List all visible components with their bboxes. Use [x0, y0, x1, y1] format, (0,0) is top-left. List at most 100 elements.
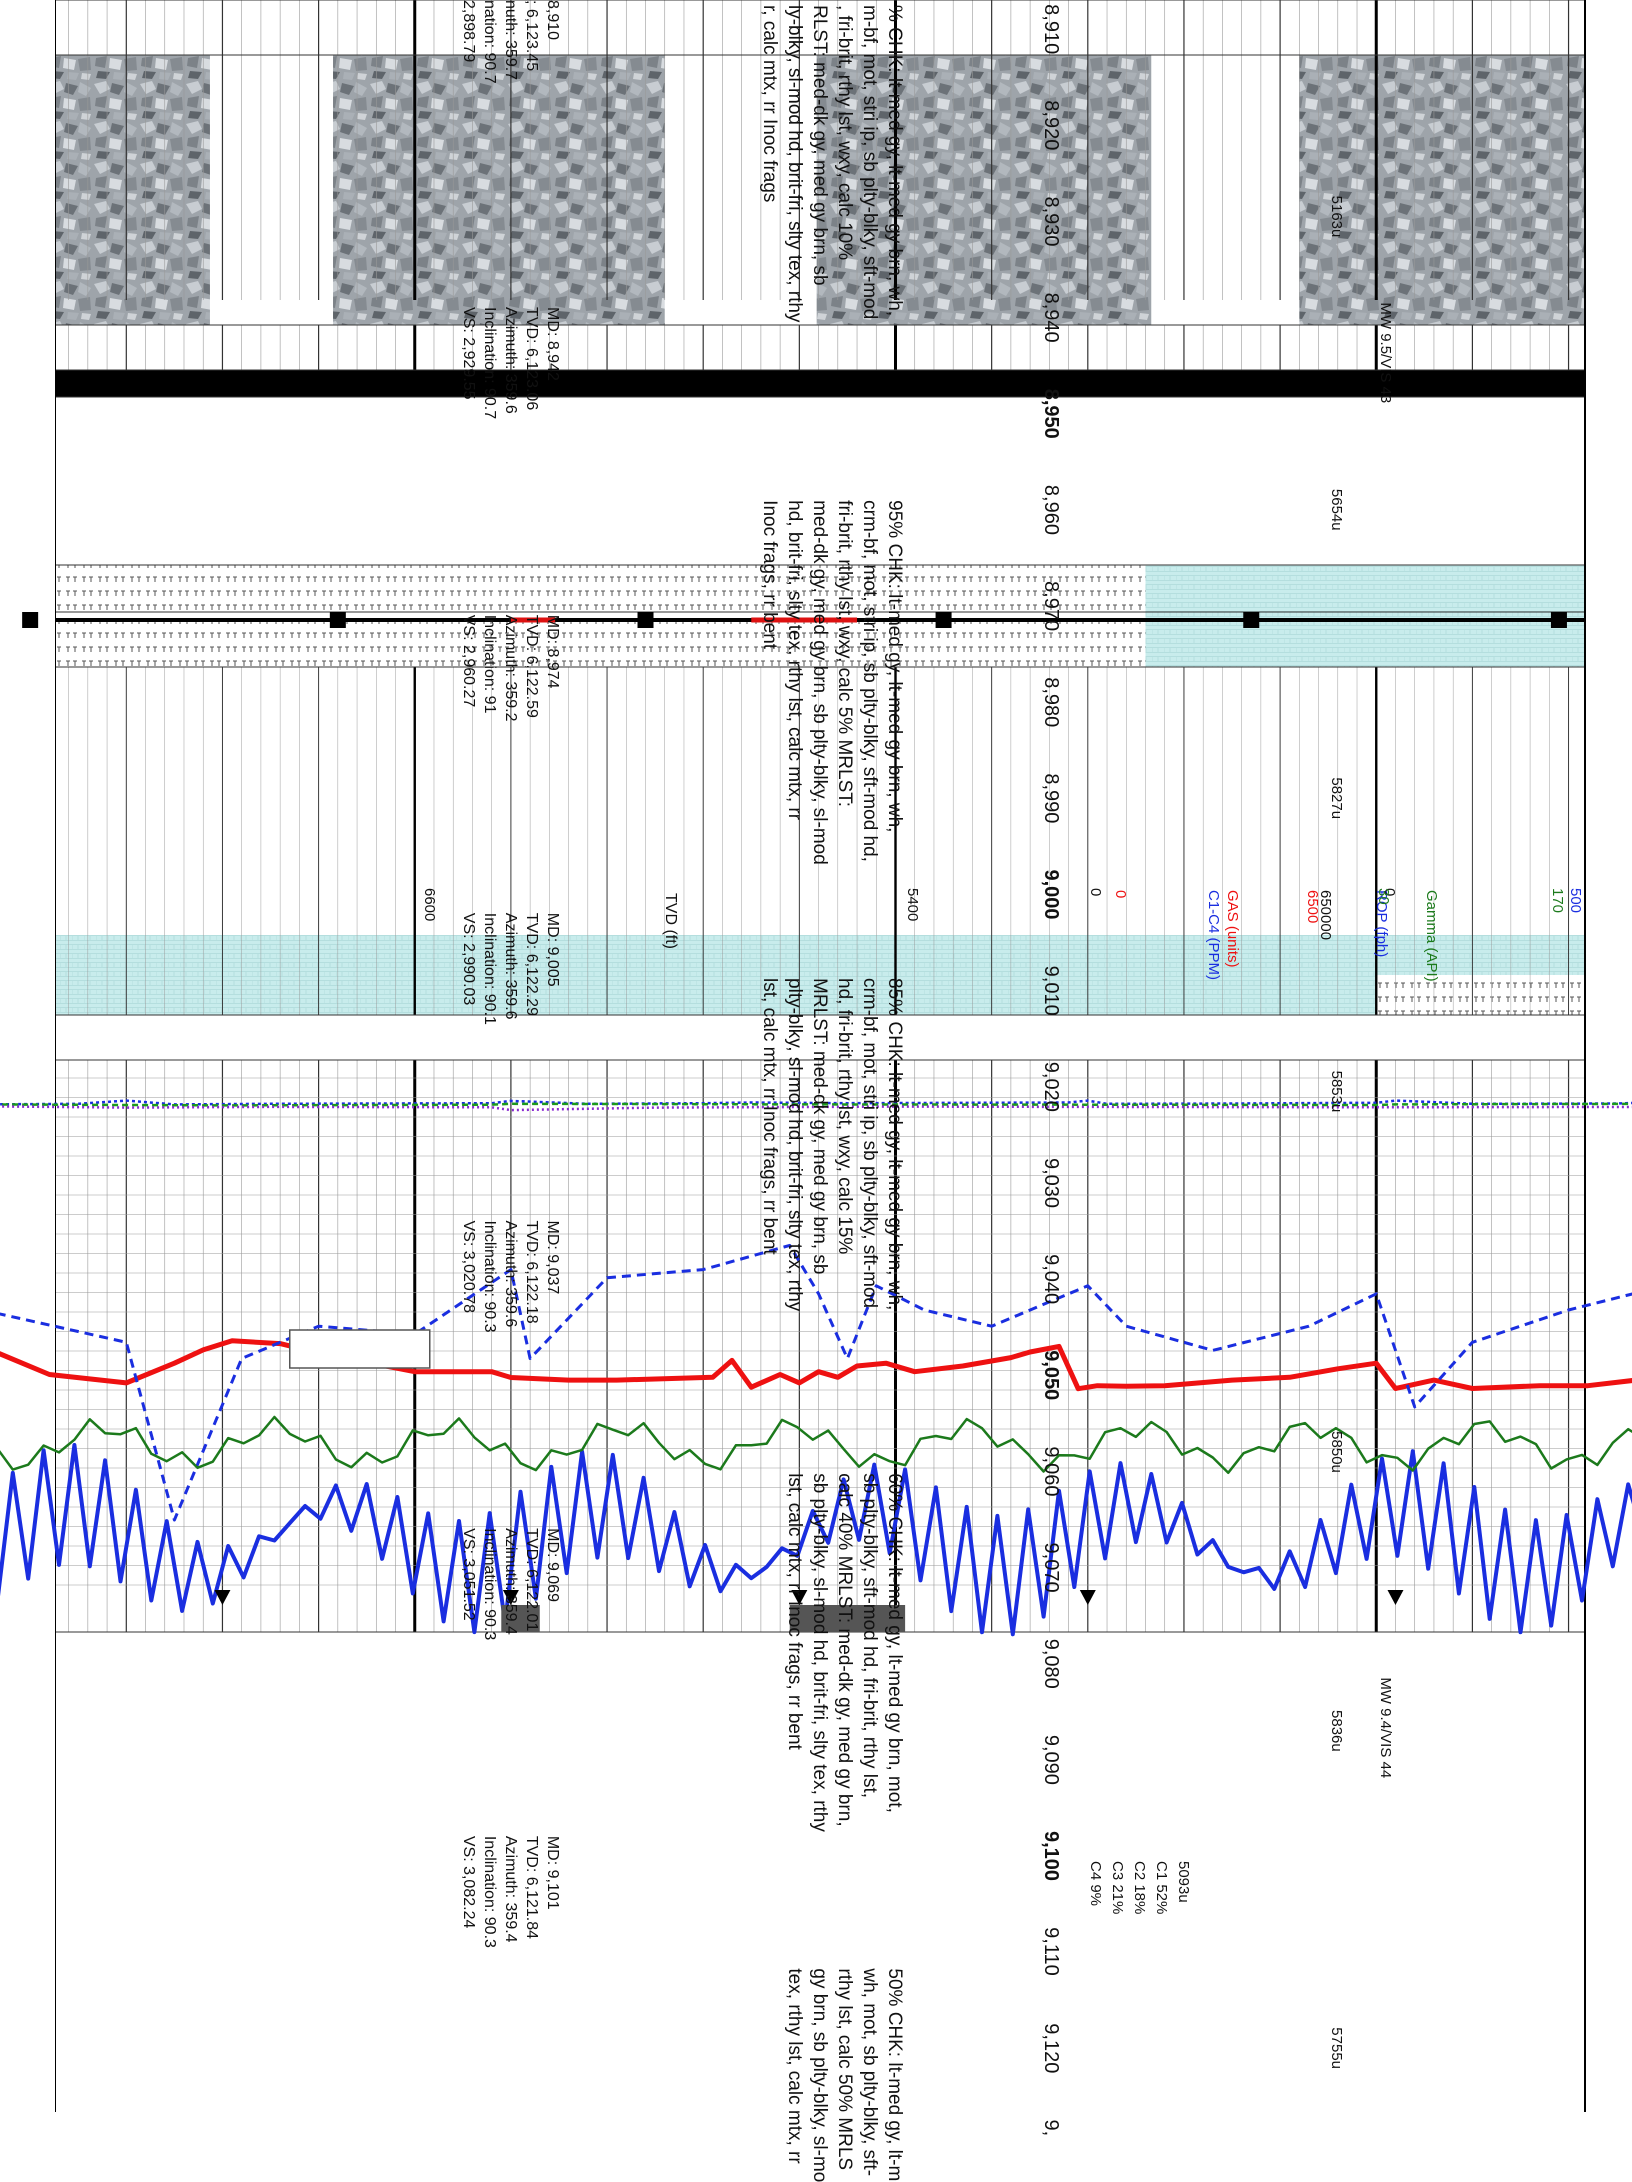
survey-text: VS: 2,960.27 — [460, 614, 477, 708]
survey-text: TVD: 6,122.18 — [523, 1220, 540, 1324]
lithology-description: gy brn, sb plty-blky, sl-mo — [809, 1968, 830, 2182]
gas-composition-total: 5093u — [1175, 1861, 1192, 1903]
lithology-description: rthy lst, calc 50% MRLS — [834, 1968, 855, 2171]
cuttings-photo-4 — [1299, 55, 1632, 325]
c1-curve — [0, 1099, 1632, 1106]
scale-gamma-min: 30 — [1375, 888, 1392, 905]
survey-text: VS: 3,020.78 — [460, 1220, 477, 1314]
gas-composition-c1: C1 52% — [1153, 1861, 1170, 1915]
cuttings-photo-1 — [55, 55, 210, 325]
depth-label: 9,070 — [1040, 1542, 1062, 1593]
gas-peak-label: 5836u — [1328, 1710, 1345, 1752]
lithology-description: lst, calc mtx, rr Inoc frags, rr bent — [759, 978, 780, 1255]
depth-label: 8,930 — [1040, 196, 1062, 247]
lithology-description: 60% CHK: lt-med gy, lt-med gy brn, mot, — [884, 1473, 905, 1813]
gas-composition-c2: C2 18% — [1131, 1861, 1148, 1915]
survey-text: VS: 2,990.03 — [460, 912, 477, 1006]
lithology-description: sb plty-blky, sl-mod hd, brit-fri, slty … — [809, 1473, 830, 1832]
lithology-description: tex, rthy lst, calc mtx, rr — [784, 1968, 805, 2164]
lithology-description: hd, fri-brit, rthy lst, wxy, calc 15% — [834, 978, 855, 1255]
survey-text: TVD: 6,122.01 — [523, 1528, 540, 1632]
scale-c1c4-min: 0 — [1087, 888, 1104, 897]
survey-text: nation: 90.7 — [481, 0, 498, 84]
survey-text: Azimuth: 359.6 — [502, 912, 519, 1020]
lithology-description: plty-blky, sl-mod hd, brit-fri, slty tex… — [784, 978, 805, 1312]
survey-text: TVD: 6,122.59 — [523, 614, 540, 718]
depth-label: 9,050 — [1040, 1350, 1062, 1401]
scale-rop-max: 500 — [1567, 888, 1584, 914]
connection-marker-4 — [1079, 1590, 1096, 1605]
depth-label: 9,030 — [1040, 1157, 1062, 1209]
lithology-description: 85% CHK: lt-med gy, lt-med gy brn, wh, — [884, 978, 905, 1311]
scale-gamma-label: Gamma (API) — [1423, 890, 1440, 982]
survey-text: VS: 2,929.55 — [460, 307, 477, 400]
gas-peak-label: 5850u — [1328, 1431, 1345, 1473]
scale-gas-label: GAS (units) — [1224, 890, 1241, 968]
survey-marker-2 — [329, 612, 346, 628]
rop-curve — [0, 1443, 1632, 1637]
survey-text: Inclination: 91 — [481, 614, 498, 714]
c2-curve — [0, 1102, 1632, 1107]
depth-label: 9,010 — [1040, 965, 1062, 1016]
survey-text: MD: 9,069 — [544, 1528, 561, 1602]
lithology-description: calc 40% MRLST: med-dk gy, med gy brn, — [834, 1473, 855, 1827]
lithology-description: crm-bf, mot, stri ip, sb plty-blky, sft-… — [859, 500, 880, 862]
survey-text: Azimuth: 359.4 — [502, 1835, 519, 1943]
survey-text: MD: 9,037 — [544, 1220, 561, 1295]
survey-text: TVD: 6,121.84 — [523, 1835, 540, 1940]
scale-c1c4-max: 650000 — [1317, 890, 1334, 941]
scale-c1c4-label: C1-C4 (PPM) — [1205, 890, 1222, 981]
survey-text: Inclination: 90.3 — [481, 1220, 498, 1333]
survey-text: TVD: 6,123.06 — [523, 307, 540, 411]
depth-label: 9,090 — [1040, 1734, 1062, 1785]
depth-label: 8,940 — [1040, 292, 1062, 343]
lithology-description: ly-blky, sl-mod hd, brit-fri, slty tex, … — [784, 5, 805, 323]
tvd-label: TVD (ft) — [662, 893, 679, 949]
depth-label: 8,980 — [1040, 677, 1062, 728]
depth-label: 9,000 — [1040, 869, 1062, 920]
gas-peak-label: 5827u — [1328, 777, 1345, 820]
depth-grid — [54, 0, 1632, 2112]
survey-text: Inclination: 90.1 — [481, 912, 498, 1025]
survey-text: MD: 8,942 — [544, 307, 561, 381]
mud-box-1 — [289, 1329, 431, 1369]
connection-marker-2 — [502, 1590, 519, 1605]
survey-marker-4 — [935, 612, 952, 628]
scale-gas-min: 0 — [1112, 890, 1129, 899]
connection-marker-1 — [214, 1590, 231, 1605]
gas-curve — [0, 1338, 1632, 1392]
lithology-chalk-lower — [1145, 565, 1632, 612]
depth-label: 8,970 — [1040, 581, 1062, 632]
survey-text: TVD: 6,122.29 — [523, 912, 540, 1016]
survey-text: Azimuth: 359.6 — [502, 307, 519, 414]
gas-composition-c3: C3 21% — [1109, 1861, 1126, 1915]
right-margin — [1585, 0, 1632, 2112]
survey-text: Azimuth: 359.4 — [502, 1528, 519, 1635]
lithology-description: 50% CHK: lt-med gy, lt-m — [884, 1968, 905, 2182]
cuttings-photo-2 — [333, 55, 665, 325]
survey-text: ; 6,123.45 — [523, 0, 540, 72]
margin-tab-2 — [789, 1605, 906, 1632]
survey-marker-5 — [1243, 612, 1260, 628]
survey-text: nuth: 359.7 — [502, 0, 519, 81]
gas-composition-c4: C4 9% — [1087, 1861, 1104, 1907]
lithology-description: RLST: med-dk gy, med gy brn, sb — [809, 5, 830, 286]
survey-text: Inclination: 90.7 — [481, 307, 498, 420]
depth-label: 8,950 — [1040, 388, 1062, 439]
mud-log — [0, 0, 1632, 2112]
survey-text: Inclination: 90.3 — [481, 1528, 498, 1641]
survey-text: 2,898.79 — [460, 0, 477, 63]
cuttings-photo-3 — [816, 55, 1152, 325]
tvd-scale-max: 6600 — [421, 888, 438, 922]
connection-marker-5 — [1387, 1590, 1404, 1605]
depth-label: 9,120 — [1040, 2023, 1062, 2074]
connection-marker-3 — [791, 1590, 808, 1605]
lithology-description: 95% CHK: lt-med gy, lt-med gy brn, wh, — [884, 500, 905, 833]
lithology-description: m-bf, mot, stri ip, sb plty-blky, sft-mo… — [859, 5, 880, 320]
photo-strip-bg — [55, 0, 1632, 55]
formation-bar — [55, 370, 1632, 397]
depth-label: 8,960 — [1040, 484, 1062, 535]
lithology-description: crm-bf, mot, stri ip, sb plty-blky, sft-… — [859, 978, 880, 1309]
scale-gamma-max: 170 — [1549, 888, 1566, 914]
tvd-scale-min: 5400 — [904, 888, 921, 922]
